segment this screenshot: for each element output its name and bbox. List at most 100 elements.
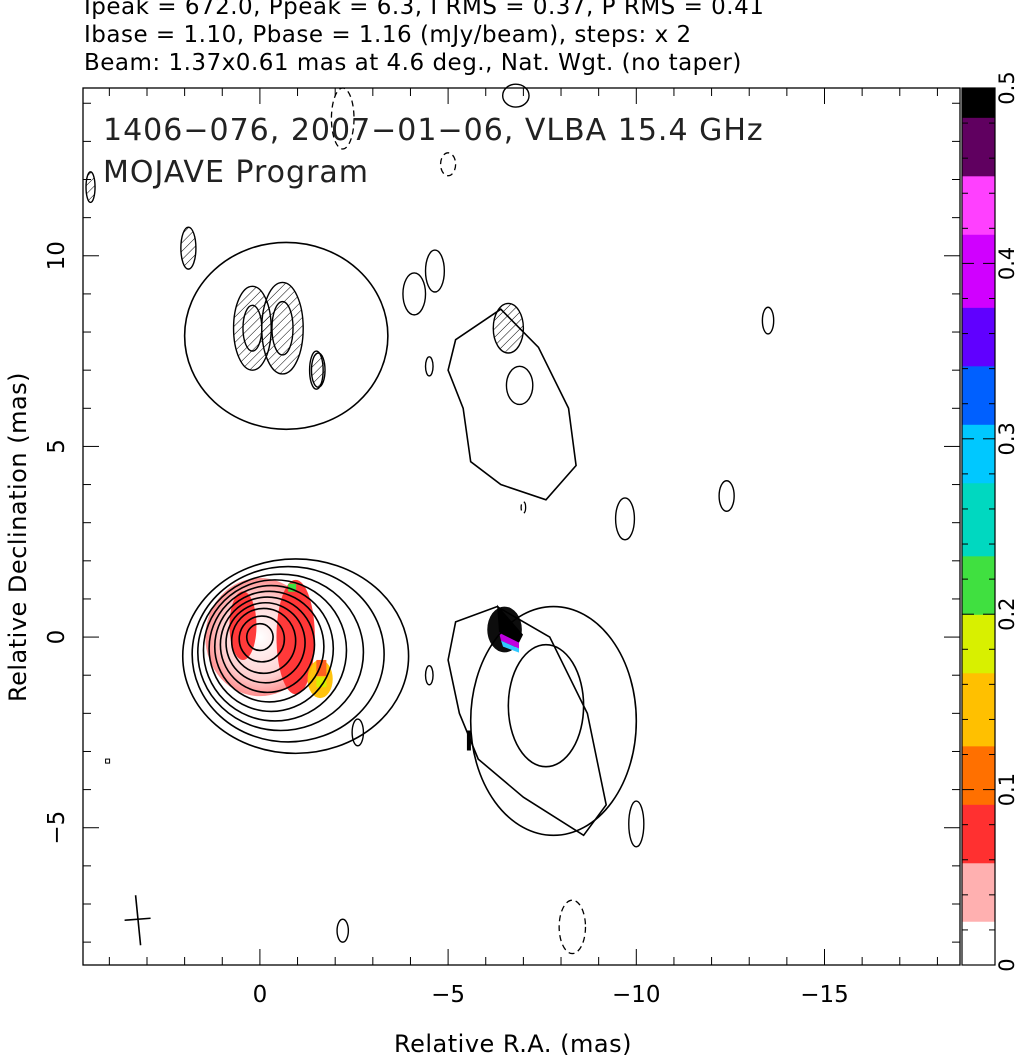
colorbar-segment — [962, 950, 995, 966]
negative-contour-1 — [439, 152, 457, 177]
colorbar-segment — [962, 394, 995, 411]
x-tick-label: −10 — [612, 982, 661, 1008]
plot-border — [82, 87, 961, 966]
colorbar-segment — [962, 482, 995, 498]
pol-jet-violet — [499, 632, 520, 649]
hatched-region-2 — [492, 302, 525, 354]
contour-island-1 — [402, 272, 427, 316]
header-base-line: Ibase = 1.10, Pbase = 1.16 (mJy/beam), s… — [84, 22, 692, 48]
pol-knot-orange — [316, 659, 327, 676]
contour-core-5 — [213, 590, 325, 703]
colorbar-segment — [962, 643, 995, 659]
contour-jet-north — [447, 308, 577, 501]
colorbar-segment — [962, 862, 995, 878]
hatched-region-3 — [180, 226, 197, 270]
colorbar-segment — [962, 599, 995, 615]
colorbar-segment — [962, 204, 995, 221]
pol-jet-bar — [466, 730, 471, 751]
colorbar-segment — [962, 263, 995, 279]
colorbar-tick-label: 0.5 — [995, 71, 1019, 104]
colorbar-segment — [962, 658, 995, 674]
colorbar-tick-label: 0.4 — [995, 247, 1019, 280]
colorbar-segment — [962, 438, 995, 455]
colorbar-segment — [962, 716, 995, 732]
contour-island-2 — [505, 365, 534, 406]
colorbar-segment — [962, 380, 995, 396]
colorbar-segment — [962, 117, 995, 133]
contour-island-4 — [718, 480, 735, 512]
colorbar-segment — [962, 468, 995, 484]
colorbar-segment — [962, 628, 995, 645]
contour-core-7 — [202, 579, 348, 722]
contour-core-6 — [208, 584, 335, 713]
contour-core-10 — [181, 558, 410, 755]
contour-core-9 — [191, 565, 385, 743]
contour-island-10 — [424, 356, 434, 377]
colorbar-segment — [962, 804, 995, 820]
x-tick-label: 0 — [253, 982, 268, 1008]
contours-layer — [85, 83, 775, 946]
colorbar-segment — [962, 102, 995, 118]
colorbar-segment — [962, 88, 995, 104]
pol-core-green — [288, 583, 297, 592]
y-tick-label: 10 — [44, 241, 70, 270]
polarization-layer — [205, 577, 524, 751]
x-tick-label: −15 — [800, 982, 849, 1008]
colorbar-segment — [962, 701, 995, 718]
contour-jet-outer-0 — [469, 605, 638, 837]
program-label: MOJAVE Program — [103, 155, 370, 190]
colorbar-segment — [962, 570, 995, 586]
colorbar-segment — [962, 745, 995, 761]
colorbar-segment — [962, 774, 995, 791]
contour-jet-inner-0 — [507, 643, 585, 768]
colorbar-segment — [962, 760, 995, 776]
hatched-region-1 — [261, 281, 304, 375]
contour-island-6 — [351, 718, 365, 747]
contour-jet-south — [447, 605, 608, 837]
colorbar-segment — [962, 409, 995, 425]
beam-minor-axis — [124, 917, 151, 922]
colorbar-segment — [962, 891, 995, 908]
beam-box-marker — [105, 758, 111, 764]
colorbar-segment — [962, 789, 995, 805]
contour-island-0 — [424, 249, 446, 293]
negative-contours-layer — [330, 87, 587, 955]
colorbar-segment — [962, 584, 995, 601]
colorbar-segment — [962, 248, 995, 264]
contour-island-5 — [761, 306, 775, 335]
contour-core-3 — [225, 601, 306, 684]
y-tick-label: 0 — [44, 630, 70, 645]
contour-core-2 — [230, 607, 297, 675]
header-stats-line: Ipeak = 672.0, Ppeak = 6.3, I RMS = 0.37… — [84, 0, 765, 20]
source-label: 1406−076, 2007−01−06, VLBA 15.4 GHz — [103, 113, 764, 148]
beam-major-axis — [134, 895, 142, 946]
contour-upper-north-0 — [183, 241, 389, 431]
colorbar-segment — [962, 307, 995, 323]
colorbar-segment — [962, 278, 995, 294]
negative-contour-3 — [520, 501, 527, 514]
colorbar-segment — [962, 321, 995, 338]
colorbar-segment — [962, 672, 995, 688]
contour-island-8 — [628, 800, 645, 848]
contour-island-3 — [614, 497, 636, 541]
colorbar-tick-label: 0.3 — [995, 422, 1019, 455]
plot-frame — [82, 87, 961, 966]
colorbar-segment — [962, 848, 995, 864]
colorbar-segment — [962, 935, 995, 951]
pol-jet-cyan — [501, 640, 520, 653]
colorbar-segment — [962, 292, 995, 308]
colorbar-segment — [962, 906, 995, 922]
contour-island-7 — [424, 664, 434, 686]
colorbar-segment — [962, 424, 995, 440]
colorbar-segment — [962, 365, 995, 381]
pol-knot-yellow — [316, 677, 327, 688]
hatched-inner-1 — [271, 300, 294, 356]
colorbar-segment — [962, 219, 995, 235]
x-tick-label: −5 — [431, 982, 465, 1008]
y-axis-label: Relative Declination (mas) — [4, 371, 32, 702]
negative-contour-2 — [558, 899, 587, 955]
colorbar-segment — [962, 161, 995, 177]
hatched-inner-0 — [242, 304, 263, 352]
